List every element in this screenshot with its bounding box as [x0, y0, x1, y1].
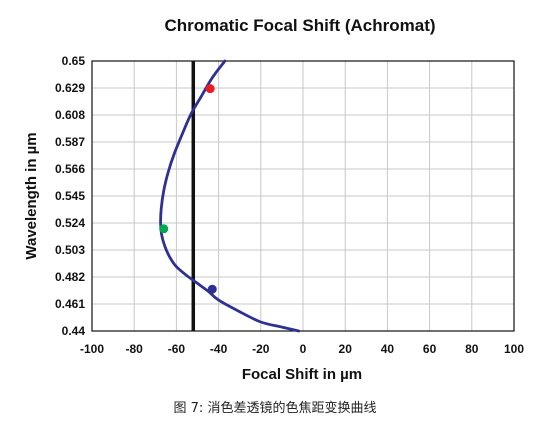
x-tick-label: 40 [381, 342, 395, 356]
y-tick-label: 0.44 [62, 324, 86, 338]
x-tick-label: -80 [126, 342, 144, 356]
figure-caption: 图 7: 消色差透镜的色焦距变换曲线 [173, 401, 377, 416]
x-tick-label: -60 [168, 342, 186, 356]
focal-shift-curve [159, 59, 301, 333]
y-tick-label: 0.482 [55, 270, 85, 284]
y-tick-label: 0.587 [55, 135, 85, 149]
wavelength-marker [159, 224, 169, 234]
y-tick-label: 0.629 [55, 81, 85, 95]
series-layer [159, 59, 301, 333]
y-tick-label: 0.503 [55, 243, 85, 257]
y-axis-label: Wavelength in µm [23, 132, 40, 259]
x-axis-label: Focal Shift in µm [242, 366, 362, 383]
x-tick-label: 60 [423, 342, 437, 356]
x-tick-label: -100 [80, 342, 104, 356]
y-tick-label: 0.524 [55, 216, 85, 230]
chart-title: Chromatic Focal Shift (Achromat) [164, 16, 435, 35]
x-tick-label: -20 [252, 342, 270, 356]
plot-frame [91, 60, 515, 332]
wavelength-marker [207, 284, 217, 294]
x-tick-label: 20 [339, 342, 353, 356]
grid [91, 60, 515, 332]
y-tick-label: 0.65 [62, 54, 86, 68]
x-tick-label: 80 [465, 342, 479, 356]
y-tick-label: 0.566 [55, 162, 85, 176]
y-tick-label: 0.545 [55, 189, 85, 203]
y-tick-label: 0.608 [55, 108, 85, 122]
markers-layer [159, 84, 217, 294]
x-tick-label: 100 [504, 342, 524, 356]
x-tick-label: -40 [210, 342, 228, 356]
wavelength-marker [205, 84, 215, 94]
y-tick-label: 0.461 [55, 297, 85, 311]
tick-labels: -100 -80 -60 -40 -20 0 20 40 60 80 100 0.44 0.461 0.4… [55, 54, 524, 356]
x-tick-label: 0 [300, 342, 307, 356]
